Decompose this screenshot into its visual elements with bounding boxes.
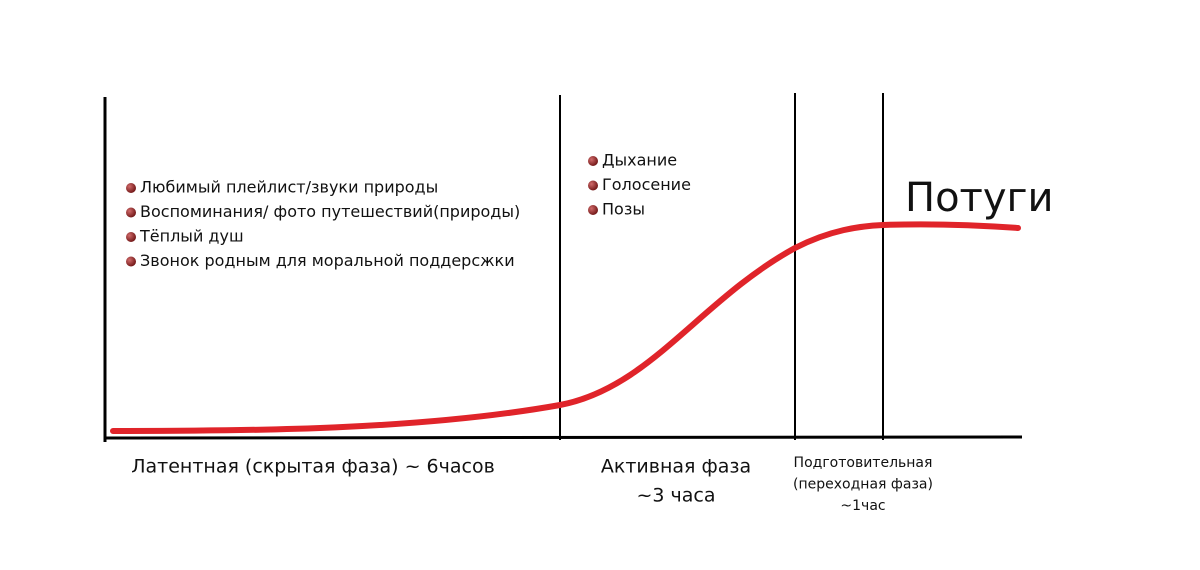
bullet <box>126 232 136 242</box>
phase-label: Латентная (скрытая фаза) ~ 6часов <box>131 456 495 478</box>
bullet <box>126 207 136 218</box>
phase-label: ~3 часа <box>636 485 715 507</box>
phase-label: ~1час <box>840 498 885 514</box>
bullet <box>588 156 598 166</box>
list-item: Звонок родным для моральной поддерсжки <box>140 251 515 270</box>
bullet <box>126 183 136 193</box>
x-axis <box>103 435 1023 440</box>
list-item: Воспоминания/ фото путешествий(природы) <box>140 202 520 221</box>
list-item: Голосение <box>602 175 691 194</box>
list-item: Любимый плейлист/звуки природы <box>140 178 438 197</box>
bullet <box>588 180 598 191</box>
labor-curve <box>110 221 1021 434</box>
bullet <box>126 256 136 267</box>
phase-label: Активная фаза <box>601 456 751 478</box>
phase-content: Любимый плейлист/звуки природы Воспоминан… <box>126 151 933 514</box>
list-item: Тёплый душ <box>139 227 244 246</box>
pushing-label: Потуги <box>905 175 1054 221</box>
phase-label: (переходная фаза) <box>793 477 933 493</box>
list-item: Позы <box>602 200 645 219</box>
phase-label: Подготовительная <box>794 455 933 471</box>
list-item: Дыхание <box>602 151 677 170</box>
bullet <box>588 205 598 215</box>
